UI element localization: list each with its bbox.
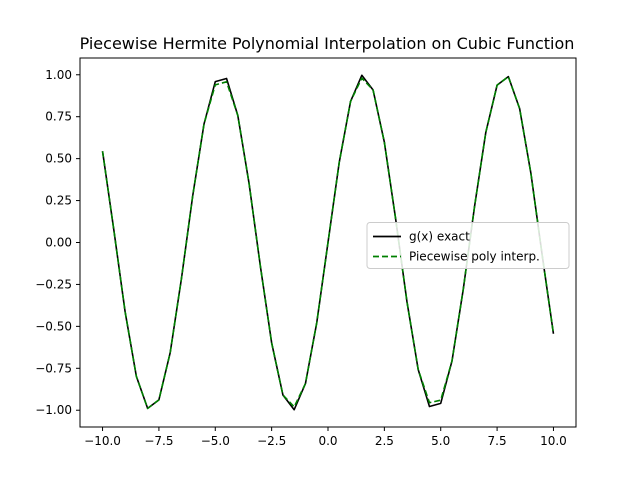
x-tick-label: −7.5 (144, 434, 173, 448)
y-tick-label: 0.25 (45, 194, 72, 208)
x-tick-label: 10.0 (540, 434, 567, 448)
y-tick-label: −0.25 (35, 277, 72, 291)
plot-lines (101, 74, 555, 411)
y-tick-label: −0.50 (35, 319, 72, 333)
y-tick-label: −0.75 (35, 361, 72, 375)
x-axis: −10.0 −7.5 −5.0 −2.5 0.0 2.5 5.0 7.5 10.0 (84, 427, 567, 448)
x-tick-label: −5.0 (201, 434, 230, 448)
legend-label: g(x) exact (409, 230, 470, 244)
series-line-1 (101, 75, 555, 410)
y-tick-label: −1.00 (35, 403, 72, 417)
y-tick-label: 0.75 (45, 110, 72, 124)
y-tick-label: 0.50 (45, 152, 72, 166)
x-tick-label: −2.5 (257, 434, 286, 448)
x-tick-label: 0.0 (318, 434, 337, 448)
x-tick-label: 7.5 (488, 434, 507, 448)
y-axis: −1.00 −0.75 −0.50 −0.25 0.00 0.25 0.50 0.75 1.00 (35, 68, 80, 417)
chart-title: Piecewise Hermite Polynomial Interpolati… (80, 34, 575, 53)
y-tick-label: 0.00 (45, 236, 72, 250)
x-tick-label: −10.0 (84, 434, 121, 448)
y-tick-label: 1.00 (45, 68, 72, 82)
legend: g(x) exact Piecewise poly interp. (366, 222, 570, 269)
x-tick-label: 2.5 (375, 434, 394, 448)
legend-box (366, 222, 570, 269)
x-tick-label: 5.0 (431, 434, 450, 448)
legend-label: Piecewise poly interp. (409, 250, 540, 264)
